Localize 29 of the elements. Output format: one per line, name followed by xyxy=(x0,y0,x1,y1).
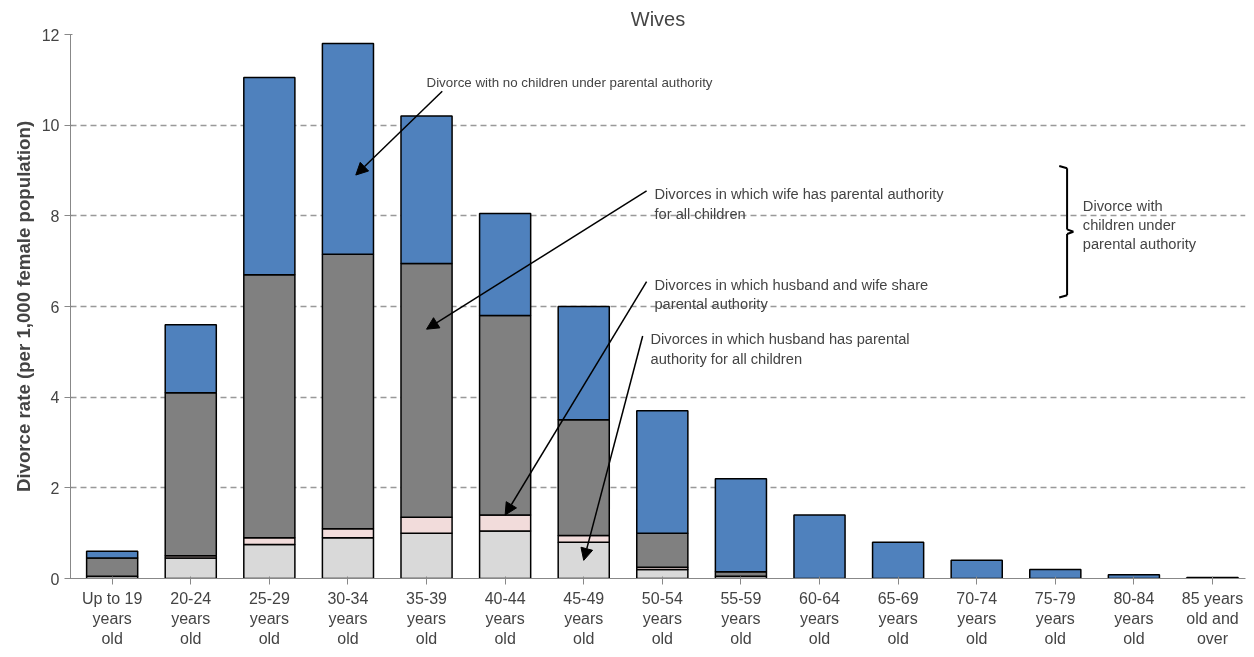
y-axis-title: Divorce rate (per 1,000 female population) xyxy=(12,120,34,493)
annotation: Divorce with no children under parental authority xyxy=(426,75,713,91)
x-tick-label: 80-84 years old xyxy=(1113,589,1155,648)
x-tick-label: 50-54 years old xyxy=(641,589,683,648)
y-tick-label: 2 xyxy=(50,479,60,497)
x-tick-label: 75-79 years old xyxy=(1034,589,1076,648)
y-tick-label: 12 xyxy=(41,26,60,44)
annotation: Divorces in which husband and wife share parental authority xyxy=(654,277,929,313)
y-tick-label: 4 xyxy=(50,389,60,407)
annotation: Divorces in which wife has parental authority for all children xyxy=(654,186,945,222)
x-tick-label: 85 years old and over xyxy=(1181,589,1244,648)
annotation: Divorce with children under parental authority xyxy=(1082,197,1197,253)
x-tick-label: 70-74 years old xyxy=(956,589,998,648)
y-tick-label: 6 xyxy=(50,298,60,316)
x-tick-label: 55-59 years old xyxy=(720,589,762,648)
x-tick-label: 40-44 years old xyxy=(484,589,526,648)
y-tick-label: 8 xyxy=(50,207,60,225)
y-tick-label: 10 xyxy=(41,117,60,135)
x-tick-label: 20-24 years old xyxy=(170,589,212,648)
x-tick-label: 25-29 years old xyxy=(248,589,290,648)
annotation: Divorces in which husband has parental authority for all children xyxy=(650,331,910,367)
y-tick-label: 0 xyxy=(50,570,60,588)
x-tick-label: 35-39 years old xyxy=(406,589,448,648)
chart-title: Wives xyxy=(630,7,686,30)
x-tick-label: 60-64 years old xyxy=(799,589,841,648)
x-tick-label: 45-49 years old xyxy=(563,589,605,648)
x-tick-label: 30-34 years old xyxy=(327,589,369,648)
x-tick-label: Up to 19 years old xyxy=(81,589,143,648)
x-tick-label: 65-69 years old xyxy=(877,589,919,648)
